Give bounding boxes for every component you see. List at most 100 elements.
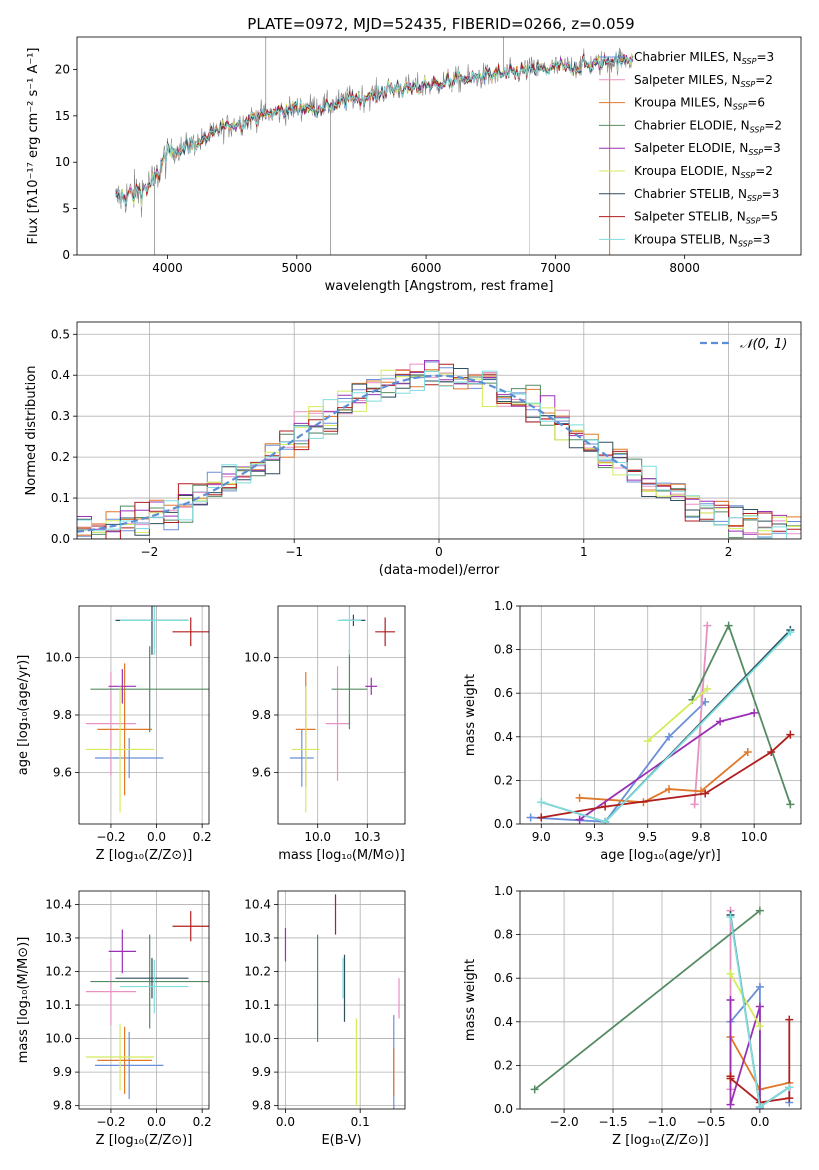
y-tick-label: 10.1 bbox=[244, 998, 271, 1012]
legend-subscript: SSP bbox=[741, 80, 756, 89]
plot-area bbox=[520, 606, 801, 824]
histogram-kroupa_stelib bbox=[77, 370, 801, 539]
series-marker-kroupa_elodie bbox=[726, 969, 735, 978]
x-tick-label: 8000 bbox=[669, 261, 700, 275]
legend-text: Kroupa MILES, N bbox=[634, 96, 733, 110]
y-tick-label: 20 bbox=[55, 62, 70, 76]
series-marker-kroupa_miles bbox=[575, 793, 584, 802]
axes-mass_vs_EBV: 0.0 0.1 9.8 9.9 10.0 10.1 10.2 10.3 10.4 E(B-V) bbox=[244, 890, 406, 1148]
series-line-salpeter_miles bbox=[693, 625, 709, 805]
x-tick-label: −0.2 bbox=[96, 830, 125, 844]
series-marker-salpeter_stelib bbox=[785, 1015, 794, 1024]
series-line-kroupa_elodie bbox=[647, 688, 708, 742]
y-tick-label: 0.2 bbox=[494, 1058, 513, 1072]
series-marker-chabrier_elodie bbox=[755, 906, 764, 915]
axes-spectrum: 4000 5000 6000 7000 8000 0 5 10 15 20 wavelength [… bbox=[26, 36, 802, 294]
observed-spectrum bbox=[115, 47, 634, 218]
x-tick-label: −2 bbox=[141, 545, 159, 559]
y-tick-label: 0.4 bbox=[494, 1015, 513, 1029]
series-line-salpeter_stelib bbox=[541, 733, 792, 819]
y-tick-label: 9.8 bbox=[252, 1099, 271, 1113]
legend-entry: Salpeter MILES, NSSP=2 bbox=[634, 73, 773, 89]
x-tick-label: −0.5 bbox=[696, 1115, 725, 1129]
legend-subscript: SSP bbox=[733, 103, 748, 112]
series-marker-kroupa_stelib bbox=[785, 1083, 794, 1092]
series-marker-salpeter_stelib bbox=[726, 1074, 735, 1083]
y-tick-label: 9.8 bbox=[252, 708, 271, 722]
x-axis-label: Z [log₁₀(Z/Z⊙)] bbox=[96, 1133, 193, 1148]
y-axis-label: mass [log₁₀(M/M⊙)] bbox=[16, 937, 31, 1064]
y-tick-label: 0.3 bbox=[51, 409, 70, 423]
legend-entry: Salpeter ELODIE, NSSP=3 bbox=[634, 141, 781, 157]
series-marker-chabrier_miles bbox=[755, 982, 764, 991]
y-axis-label: age [log₁₀(age/yr)] bbox=[16, 655, 31, 776]
y-axis-label: mass weight bbox=[463, 959, 478, 1041]
plot-area bbox=[77, 322, 801, 539]
x-tick-label: 10.0 bbox=[304, 830, 331, 844]
x-tick-label: −0.2 bbox=[96, 1115, 125, 1129]
model-spectrum-salpeter_stelib bbox=[115, 53, 634, 203]
x-tick-label: −1.0 bbox=[647, 1115, 676, 1129]
y-tick-label: 0.8 bbox=[494, 928, 513, 942]
legend-subscript: SSP bbox=[747, 194, 762, 203]
legend-subscript: SSP bbox=[746, 217, 761, 226]
legend-subscript: SSP bbox=[748, 148, 763, 157]
model-spectrum-kroupa_stelib bbox=[115, 52, 634, 205]
series-marker-salpeter_stelib bbox=[537, 813, 546, 822]
x-tick-label: 0 bbox=[435, 545, 443, 559]
legend-entry: 𝒩(0, 1) bbox=[740, 337, 787, 352]
series-marker-salpeter_elodie bbox=[750, 708, 759, 717]
y-tick-label: 10.2 bbox=[244, 964, 271, 978]
series-marker-salpeter_miles bbox=[703, 621, 712, 630]
axes-frame bbox=[277, 605, 406, 825]
y-tick-label: 0.1 bbox=[51, 491, 70, 505]
y-axis-label: Flux [fλ10⁻¹⁷ erg cm⁻² s⁻¹ A⁻¹] bbox=[26, 48, 41, 245]
y-tick-label: 0.2 bbox=[51, 450, 70, 464]
x-axis-label: (data-model)/error bbox=[379, 563, 500, 578]
legend-entry: Chabrier ELODIE, NSSP=2 bbox=[634, 118, 782, 134]
y-axis-label: Normed distribution bbox=[24, 366, 39, 496]
legend-entry: Kroupa MILES, NSSP=6 bbox=[634, 96, 765, 112]
y-axis-label: mass weight bbox=[463, 674, 478, 756]
x-axis-label: wavelength [Angstrom, rest frame] bbox=[325, 279, 554, 294]
y-tick-label: 10.3 bbox=[45, 931, 72, 945]
legend-tail: =2 bbox=[764, 118, 782, 132]
x-tick-label: 0.0 bbox=[750, 1115, 769, 1129]
series-line-chabrier_elodie bbox=[534, 909, 761, 1091]
series-marker-kroupa_stelib bbox=[601, 817, 610, 824]
y-tick-label: 0.4 bbox=[494, 730, 513, 744]
x-axis-label: Z [log₁₀(Z/Z⊙)] bbox=[96, 848, 193, 863]
y-tick-label: 10.1 bbox=[45, 998, 72, 1012]
y-tick-label: 15 bbox=[55, 109, 70, 123]
series-marker-salpeter_stelib bbox=[601, 802, 610, 811]
series-marker-salpeter_stelib bbox=[701, 789, 710, 798]
model-spectrum-chabrier_miles bbox=[115, 55, 634, 207]
y-tick-label: 0 bbox=[62, 248, 70, 262]
y-tick-label: 10.3 bbox=[244, 931, 271, 945]
legend-text: Chabrier STELIB, N bbox=[634, 187, 747, 201]
axes-frame bbox=[519, 890, 802, 1110]
y-tick-label: 10.4 bbox=[45, 897, 72, 911]
axes-frame bbox=[519, 605, 802, 825]
x-tick-label: 1 bbox=[580, 545, 588, 559]
series-marker-salpeter_elodie bbox=[726, 996, 735, 1004]
series-marker-kroupa_stelib bbox=[786, 628, 795, 637]
legend-tail: =3 bbox=[753, 232, 771, 246]
x-tick-label: 9.5 bbox=[638, 830, 657, 844]
series-marker-chabrier_miles bbox=[665, 732, 674, 741]
figure-title: PLATE=0972, MJD=52435, FIBERID=0266, z=0… bbox=[247, 15, 634, 33]
y-tick-label: 10.0 bbox=[45, 1032, 72, 1046]
y-tick-label: 9.8 bbox=[53, 708, 72, 722]
x-tick-label: 9.0 bbox=[532, 830, 551, 844]
legend-text: Chabrier MILES, N bbox=[634, 50, 742, 64]
legend-tail: =3 bbox=[762, 187, 780, 201]
y-tick-label: 10.0 bbox=[244, 1032, 271, 1046]
legend-tail: =2 bbox=[755, 73, 773, 87]
x-tick-label: 6000 bbox=[411, 261, 442, 275]
axes-massweight_vs_Z: −2.0 −1.5 −1.0 −0.5 0.0 0.0 0.2 0.4 0.6 0.8 1.0 Z [… bbox=[463, 884, 802, 1148]
series-marker-kroupa_elodie bbox=[755, 1022, 764, 1031]
series-marker-salpeter_stelib bbox=[767, 748, 776, 757]
x-tick-label: 9.3 bbox=[585, 830, 604, 844]
series-line-kroupa_miles bbox=[579, 751, 749, 804]
